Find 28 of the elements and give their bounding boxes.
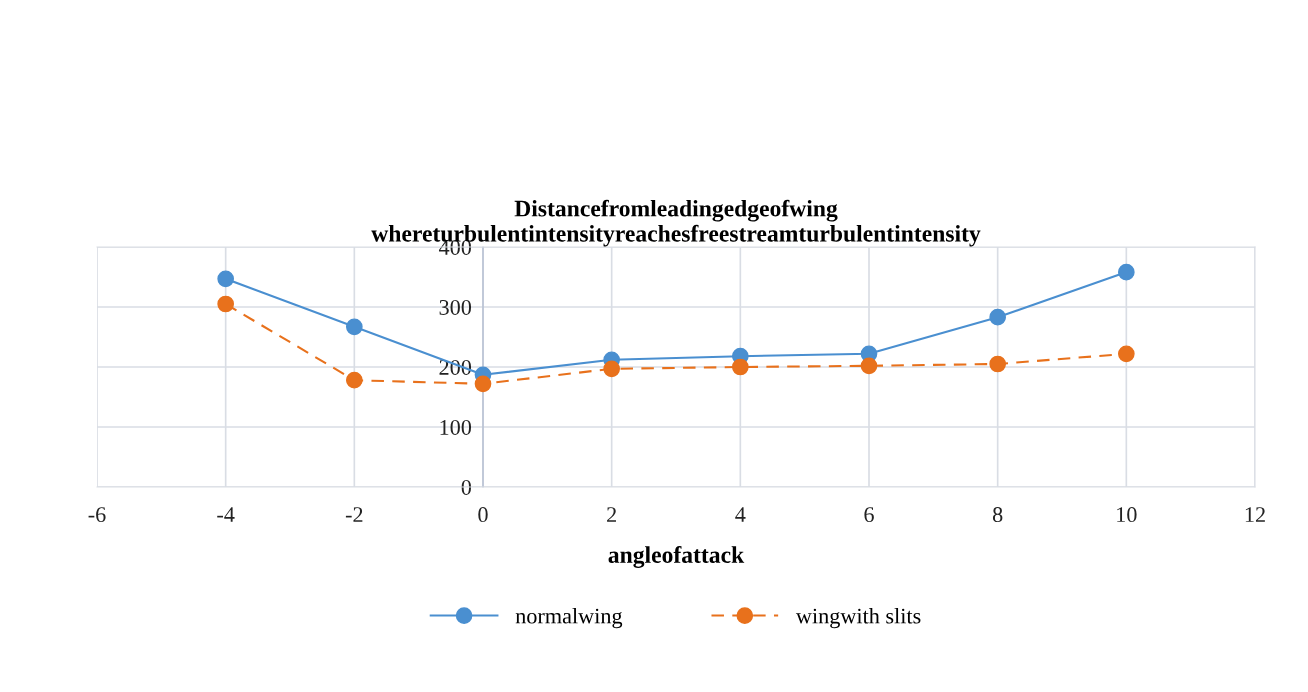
x-tick-label: 8 <box>992 507 1003 523</box>
x-tick-label: 10 <box>1117 507 1137 523</box>
point <box>1117 345 1135 363</box>
point <box>1117 263 1135 281</box>
point <box>860 357 878 375</box>
x-tick-label: 2 <box>607 507 616 522</box>
point <box>731 358 749 376</box>
y-tick-label: 300 <box>439 299 472 315</box>
point <box>989 308 1007 326</box>
point <box>217 295 235 313</box>
x-axis-title: angleofattack <box>608 546 745 568</box>
point <box>345 371 363 389</box>
x-tick-label: -2 <box>345 507 363 522</box>
x-tick-label: 12 <box>1245 507 1265 522</box>
point <box>989 355 1007 373</box>
y-tick-label: 0 <box>461 479 472 495</box>
x-tick-label: 0 <box>478 507 488 523</box>
x-tick-label: -6 <box>88 507 106 523</box>
point <box>474 375 492 393</box>
x-tick-label: 6 <box>864 507 874 523</box>
point <box>603 360 621 378</box>
x-tick-label: 4 <box>735 507 746 522</box>
point <box>345 318 363 336</box>
legend-label: wingwith slits <box>795 607 921 629</box>
legend-label: normalwing <box>515 607 623 629</box>
y-tick-label: 100 <box>440 419 472 435</box>
point <box>217 270 235 288</box>
x-tick-label: -4 <box>217 507 235 522</box>
